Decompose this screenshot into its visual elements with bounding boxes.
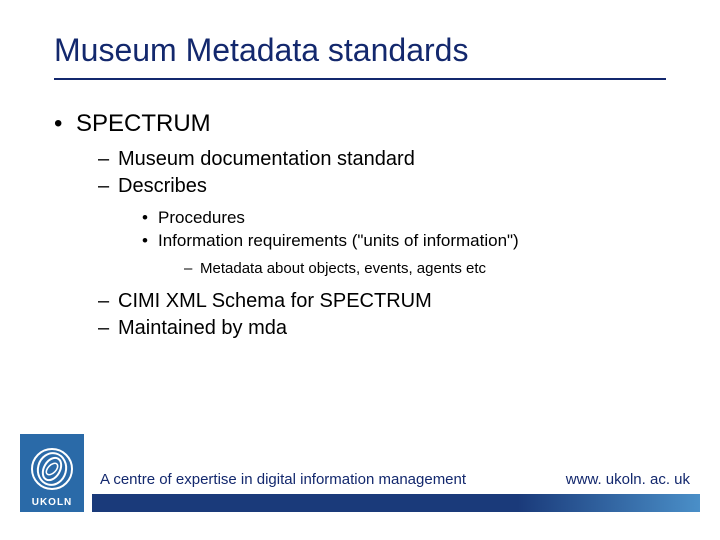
title-underline <box>54 78 666 80</box>
bullet-level3: Information requirements ("units of info… <box>54 231 674 251</box>
bullet-level2: Museum documentation standard <box>54 148 674 171</box>
slide-title: Museum Metadata standards <box>54 32 468 69</box>
bullet-level3: Procedures <box>54 208 674 228</box>
content-area: SPECTRUM Museum documentation standard D… <box>54 110 674 344</box>
slide: Museum Metadata standards SPECTRUM Museu… <box>0 0 720 540</box>
bullet-level1: SPECTRUM <box>54 110 674 138</box>
bullet-level2: Maintained by mda <box>54 317 674 340</box>
spacer <box>54 280 674 290</box>
logo-swirl-icon <box>28 445 76 493</box>
logo-text: UKOLN <box>32 497 73 508</box>
footer-bar <box>92 494 700 512</box>
bullet-level4: Metadata about objects, events, agents e… <box>54 260 674 277</box>
footer-tagline: A centre of expertise in digital informa… <box>100 471 466 488</box>
bullet-level2: CIMI XML Schema for SPECTRUM <box>54 290 674 313</box>
bullet-level2: Describes <box>54 175 674 198</box>
footer-url: www. ukoln. ac. uk <box>566 471 690 488</box>
ukoln-logo: UKOLN <box>20 434 84 512</box>
